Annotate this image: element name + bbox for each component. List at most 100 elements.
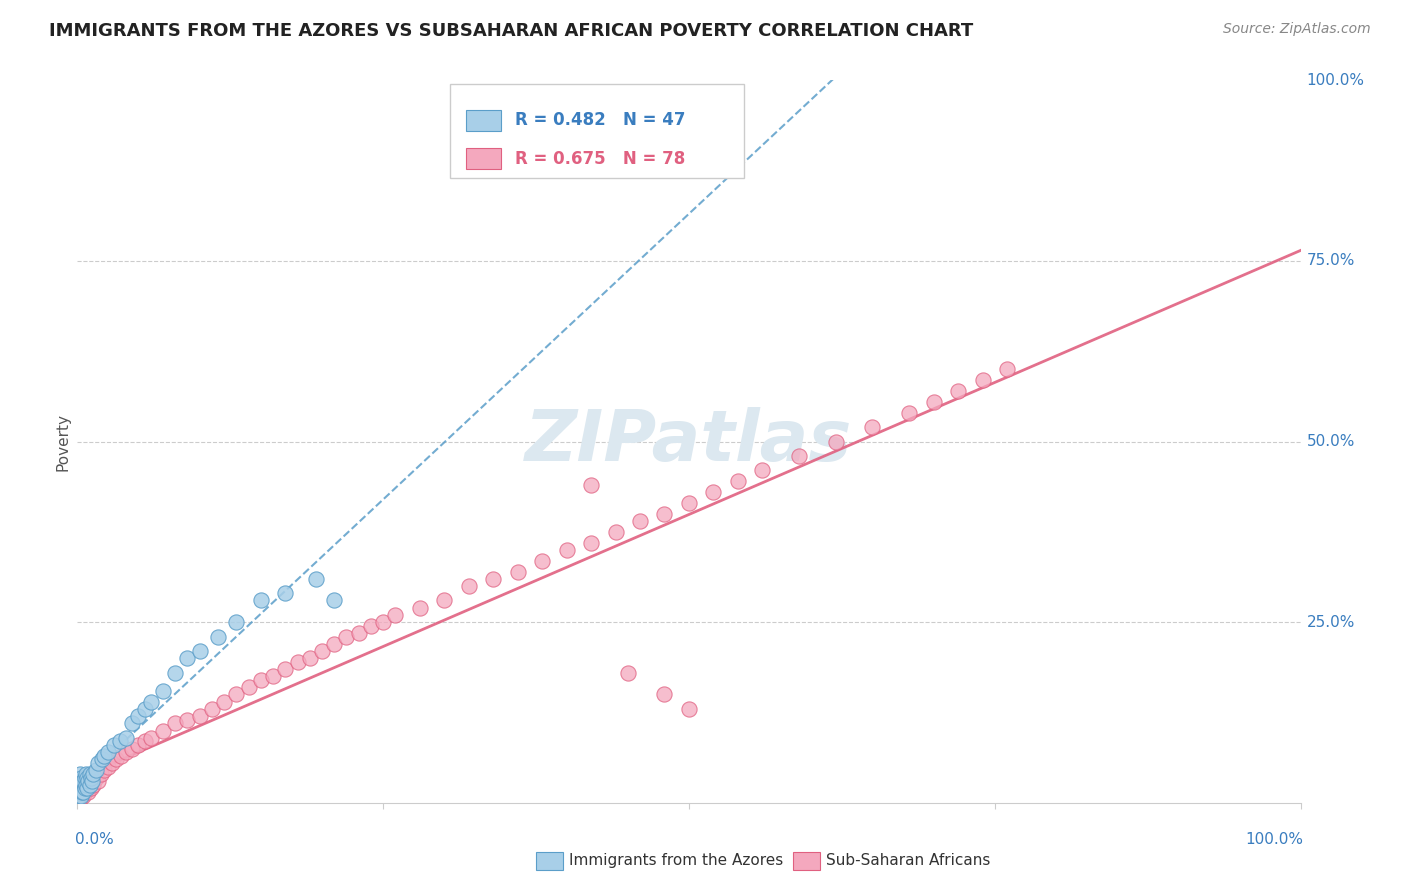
Point: [305, 572, 328, 586]
Point: [80, 781, 103, 796]
Point: [457, 579, 479, 593]
Text: 0.0%: 0.0%: [75, 831, 114, 847]
Text: R = 0.482   N = 47: R = 0.482 N = 47: [515, 112, 686, 129]
Point: [201, 702, 224, 716]
Point: [862, 420, 884, 434]
Point: [76, 780, 98, 794]
Point: [100, 756, 122, 770]
Text: 100.0%: 100.0%: [1244, 831, 1303, 847]
Text: Source: ZipAtlas.com: Source: ZipAtlas.com: [1223, 22, 1371, 37]
Point: [72, 785, 94, 799]
Point: [84, 771, 107, 785]
Point: [946, 384, 969, 398]
Point: [67, 789, 90, 803]
Point: [274, 586, 297, 600]
Point: [70, 778, 93, 792]
Text: 50.0%: 50.0%: [1306, 434, 1355, 449]
Point: [69, 778, 91, 792]
Point: [69, 785, 91, 799]
Y-axis label: Poverty: Poverty: [55, 412, 70, 471]
Point: [67, 789, 90, 803]
Point: [77, 774, 100, 789]
Point: [79, 767, 101, 781]
Point: [188, 709, 211, 723]
Point: [79, 778, 101, 792]
Point: [127, 738, 149, 752]
Point: [702, 485, 724, 500]
Point: [287, 655, 309, 669]
Point: [72, 789, 94, 803]
Point: [654, 507, 676, 521]
Point: [80, 771, 103, 785]
Point: [262, 669, 284, 683]
Point: [87, 756, 110, 770]
Text: ZIPatlas: ZIPatlas: [526, 407, 852, 476]
Point: [360, 619, 382, 633]
FancyBboxPatch shape: [793, 852, 820, 870]
Point: [70, 787, 93, 801]
Point: [108, 734, 131, 748]
Point: [76, 781, 98, 796]
Point: [678, 702, 700, 716]
Point: [152, 683, 174, 698]
Point: [97, 745, 120, 759]
Point: [323, 637, 346, 651]
Point: [238, 680, 260, 694]
Point: [76, 771, 98, 785]
Point: [225, 687, 247, 701]
Point: [93, 748, 115, 763]
Text: IMMIGRANTS FROM THE AZORES VS SUBSAHARAN AFRICAN POVERTY CORRELATION CHART: IMMIGRANTS FROM THE AZORES VS SUBSAHARAN…: [49, 22, 973, 40]
Point: [70, 781, 93, 796]
Point: [727, 475, 749, 489]
Point: [82, 778, 104, 792]
Text: 75.0%: 75.0%: [1306, 253, 1355, 268]
Point: [824, 434, 846, 449]
Point: [70, 771, 93, 785]
Point: [103, 738, 125, 752]
Point: [69, 785, 91, 799]
Point: [617, 665, 640, 680]
Point: [127, 709, 149, 723]
Text: Immigrants from the Azores: Immigrants from the Azores: [569, 853, 783, 868]
Point: [97, 760, 120, 774]
Point: [67, 781, 90, 796]
Point: [77, 785, 100, 799]
Point: [751, 463, 773, 477]
Point: [298, 651, 321, 665]
Point: [995, 362, 1018, 376]
Point: [84, 764, 107, 778]
Point: [482, 572, 505, 586]
Point: [73, 785, 96, 799]
Point: [274, 662, 297, 676]
Point: [605, 524, 627, 539]
Point: [70, 782, 93, 797]
FancyBboxPatch shape: [467, 148, 501, 169]
Point: [73, 771, 96, 785]
Point: [347, 626, 370, 640]
Point: [110, 748, 132, 763]
Point: [82, 767, 104, 781]
Point: [922, 394, 945, 409]
Point: [311, 644, 333, 658]
Point: [93, 764, 115, 778]
Point: [75, 778, 97, 792]
Point: [75, 782, 97, 797]
Point: [70, 780, 93, 794]
Point: [70, 790, 93, 805]
Text: R = 0.675   N = 78: R = 0.675 N = 78: [515, 150, 686, 168]
Point: [250, 593, 273, 607]
Point: [678, 496, 700, 510]
Text: 25.0%: 25.0%: [1306, 615, 1355, 630]
Point: [67, 774, 90, 789]
Point: [972, 373, 994, 387]
Point: [654, 687, 676, 701]
Point: [579, 478, 602, 492]
Text: Sub-Saharan Africans: Sub-Saharan Africans: [825, 853, 990, 868]
Point: [72, 774, 94, 789]
Point: [176, 651, 198, 665]
FancyBboxPatch shape: [467, 111, 501, 130]
Point: [70, 789, 93, 803]
Point: [80, 774, 103, 789]
Point: [165, 665, 187, 680]
Point: [506, 565, 529, 579]
